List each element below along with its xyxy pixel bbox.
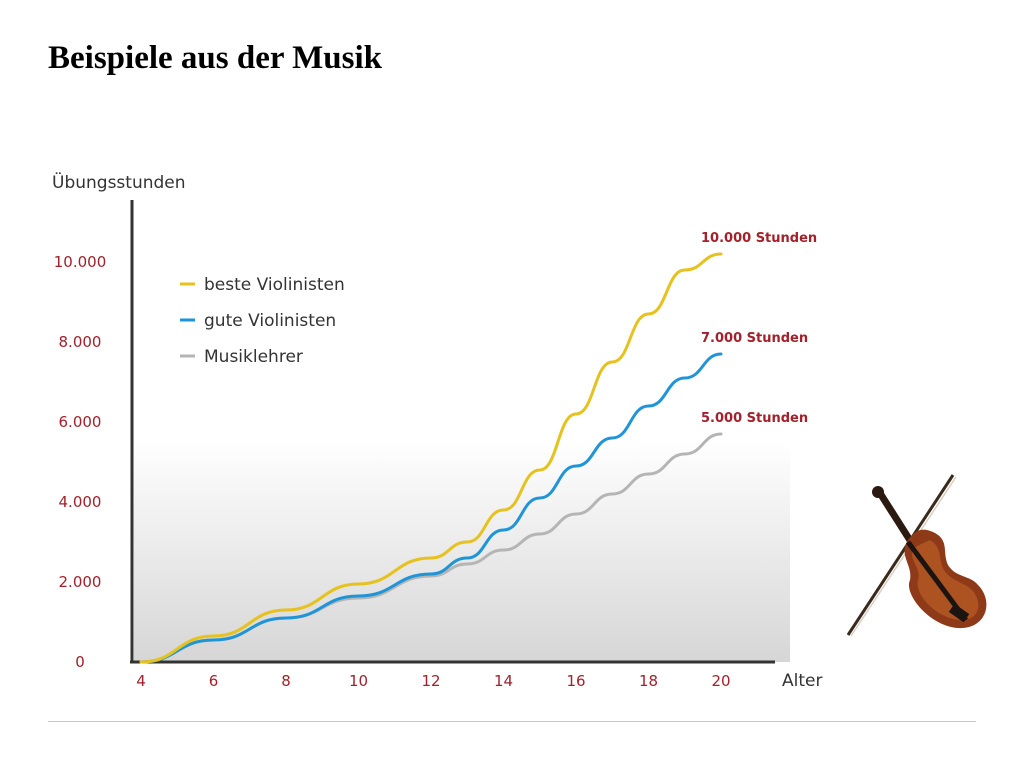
chart-background-gradient [134,440,790,662]
y-tick-label: 4.000 [59,493,102,511]
y-axis-label: Übungsstunden [52,171,186,193]
x-tick-label: 4 [136,672,146,690]
legend-label-gute: gute Violinisten [204,311,336,331]
legend-label-lehrer: Musiklehrer [204,347,303,367]
x-tick-label: 12 [421,672,440,690]
y-tick-label: 0 [75,653,85,671]
x-axis-label: Alter [782,671,822,691]
x-tick-label: 8 [281,672,291,690]
series-end-label-gute: 7.000 Stunden [701,331,808,346]
series-line-gute [139,352,723,664]
x-tick-label: 10 [349,672,368,690]
y-tick-label: 8.000 [59,333,102,351]
y-tick-label: 6.000 [59,413,102,431]
x-tick-label: 20 [711,672,730,690]
x-tick-label: 14 [494,672,513,690]
slide-title: Beispiele aus der Musik [48,40,383,76]
violin-icon [846,474,987,637]
series-end-label-lehrer: 5.000 Stunden [701,411,808,426]
x-tick-label: 6 [209,672,219,690]
series-line-beste [139,252,723,664]
legend-label-beste: beste Violinisten [204,275,345,295]
x-tick-label: 16 [566,672,585,690]
x-tick-label: 18 [639,672,658,690]
y-tick-label: 10.000 [54,253,107,271]
series-end-label-beste: 10.000 Stunden [701,231,817,246]
footer-divider [48,721,976,722]
y-tick-label: 2.000 [59,573,102,591]
